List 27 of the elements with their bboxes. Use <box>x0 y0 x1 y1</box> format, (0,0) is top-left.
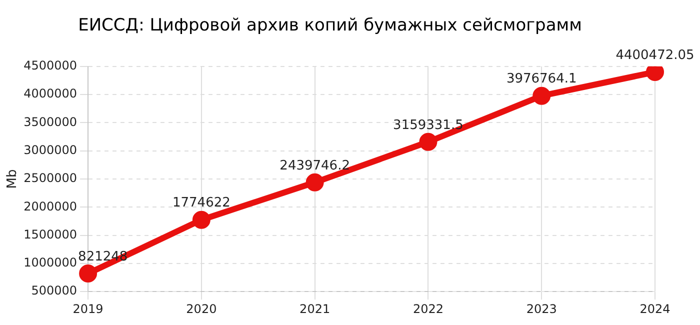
y-tick-label: 4500000 <box>24 58 78 73</box>
x-tick-label: 2019 <box>72 302 104 316</box>
y-tick-label: 2000000 <box>24 199 78 214</box>
y-axis-title: Mb <box>5 169 20 189</box>
data-label: 3159331.5 <box>393 118 464 133</box>
y-tick-label: 4000000 <box>24 86 78 101</box>
data-label: 3976764.1 <box>506 72 577 87</box>
chart-title: ЕИССД: Цифровой архив копий бумажных сейсмограмм <box>78 16 582 36</box>
y-tick-label: 1500000 <box>24 227 78 242</box>
x-tick-label: 2020 <box>186 302 217 316</box>
point <box>306 173 324 192</box>
y-tick-label: 1000000 <box>24 256 78 270</box>
x-tick-label: 2023 <box>526 302 557 316</box>
x-tick-label: 2022 <box>412 302 444 316</box>
data-label: 2439746.2 <box>280 158 350 174</box>
y-tick-label: 500000 <box>31 284 78 298</box>
data-label: 4400472.05 <box>616 48 694 63</box>
data-label: 1774622 <box>172 196 230 211</box>
point <box>419 132 438 151</box>
x-tick-label: 2021 <box>300 302 330 316</box>
point <box>79 264 98 283</box>
x-tick-label: 2024 <box>640 302 670 316</box>
y-tick-label: 3000000 <box>24 142 78 157</box>
y-tick-label: 3500000 <box>24 114 78 129</box>
y-tick-label: 2500000 <box>24 171 78 186</box>
point <box>532 86 551 105</box>
point <box>192 210 210 229</box>
